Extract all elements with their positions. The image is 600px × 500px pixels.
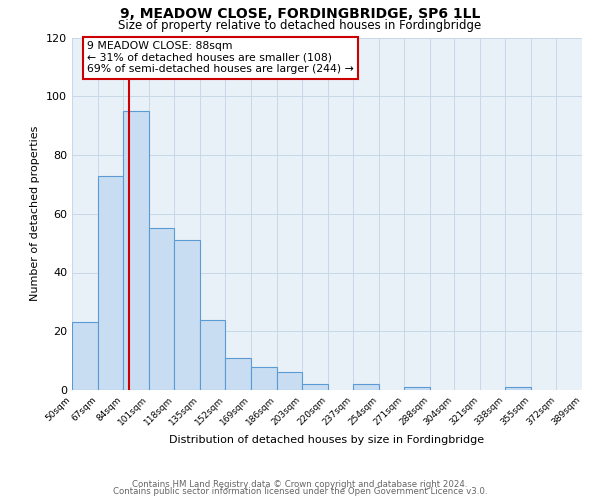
Text: 9, MEADOW CLOSE, FORDINGBRIDGE, SP6 1LL: 9, MEADOW CLOSE, FORDINGBRIDGE, SP6 1LL [120,8,480,22]
Text: 9 MEADOW CLOSE: 88sqm
← 31% of detached houses are smaller (108)
69% of semi-det: 9 MEADOW CLOSE: 88sqm ← 31% of detached … [88,41,354,74]
Text: Contains public sector information licensed under the Open Government Licence v3: Contains public sector information licen… [113,487,487,496]
Bar [98,176,123,390]
Y-axis label: Number of detached properties: Number of detached properties [31,126,40,302]
Bar [302,384,328,390]
Bar [226,358,251,390]
Bar [353,384,379,390]
Text: Contains HM Land Registry data © Crown copyright and database right 2024.: Contains HM Land Registry data © Crown c… [132,480,468,489]
Bar [200,320,226,390]
Bar [149,228,175,390]
Bar [72,322,98,390]
Bar [277,372,302,390]
Bar [251,366,277,390]
Bar [175,240,200,390]
Bar [123,111,149,390]
Bar [505,387,531,390]
Text: Size of property relative to detached houses in Fordingbridge: Size of property relative to detached ho… [118,18,482,32]
Bar [404,387,430,390]
X-axis label: Distribution of detached houses by size in Fordingbridge: Distribution of detached houses by size … [169,436,485,446]
